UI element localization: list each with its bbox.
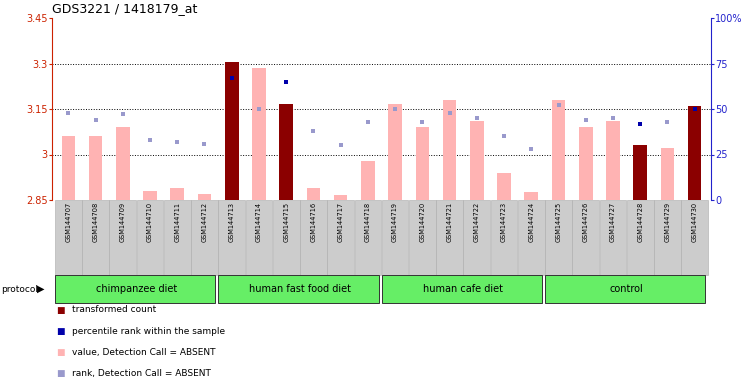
Bar [579, 127, 593, 200]
Bar [409, 200, 436, 275]
Text: transformed count: transformed count [72, 306, 156, 314]
Bar [164, 200, 191, 275]
Bar [137, 200, 164, 275]
Bar [470, 121, 484, 200]
Bar [388, 104, 402, 200]
Bar [273, 200, 300, 275]
Bar [219, 275, 379, 303]
Text: GSM144710: GSM144710 [147, 202, 153, 242]
Bar [545, 200, 572, 275]
Bar [654, 200, 680, 275]
Bar [354, 200, 382, 275]
Text: GSM144708: GSM144708 [92, 202, 98, 243]
Text: GSM144723: GSM144723 [501, 202, 507, 242]
Text: GSM144713: GSM144713 [229, 202, 235, 242]
Bar [572, 200, 599, 275]
Text: GSM144730: GSM144730 [692, 202, 698, 242]
Text: value, Detection Call = ABSENT: value, Detection Call = ABSENT [72, 348, 216, 357]
Bar [192, 200, 218, 275]
Bar [361, 161, 375, 200]
Text: GSM144718: GSM144718 [365, 202, 371, 242]
Bar [110, 200, 136, 275]
Text: ■: ■ [56, 348, 65, 357]
Bar [688, 106, 701, 200]
Text: GSM144724: GSM144724 [528, 202, 534, 243]
Bar [518, 200, 544, 275]
Text: GSM144715: GSM144715 [283, 202, 289, 242]
Text: protocol: protocol [2, 285, 38, 293]
Text: GSM144707: GSM144707 [65, 202, 71, 243]
Text: GSM144729: GSM144729 [665, 202, 671, 242]
Bar [306, 188, 320, 200]
Text: chimpanzee diet: chimpanzee diet [96, 284, 177, 294]
Text: GSM144712: GSM144712 [201, 202, 207, 242]
Bar [252, 68, 266, 200]
Bar [279, 104, 293, 200]
Text: rank, Detection Call = ABSENT: rank, Detection Call = ABSENT [72, 369, 211, 378]
Text: GSM144711: GSM144711 [174, 202, 180, 242]
Text: GDS3221 / 1418179_at: GDS3221 / 1418179_at [52, 2, 198, 15]
Bar [198, 194, 211, 200]
Text: GSM144722: GSM144722 [474, 202, 480, 243]
Bar [661, 149, 674, 200]
Bar [599, 200, 626, 275]
Bar [436, 200, 463, 275]
Bar [463, 200, 490, 275]
Text: ■: ■ [56, 369, 65, 378]
Bar [681, 200, 708, 275]
Text: GSM144716: GSM144716 [310, 202, 316, 242]
Text: human fast food diet: human fast food diet [249, 284, 351, 294]
Text: ■: ■ [56, 327, 65, 336]
Text: GSM144725: GSM144725 [556, 202, 562, 243]
Bar [246, 200, 273, 275]
Text: human cafe diet: human cafe diet [424, 284, 503, 294]
Bar [524, 192, 538, 200]
Bar [490, 200, 517, 275]
Bar [633, 146, 647, 200]
Text: GSM144721: GSM144721 [447, 202, 453, 242]
Bar [55, 275, 215, 303]
Bar [497, 173, 511, 200]
Text: ▶: ▶ [37, 284, 44, 294]
Bar [627, 200, 653, 275]
Bar [116, 127, 130, 200]
Text: GSM144717: GSM144717 [338, 202, 344, 242]
Bar [62, 136, 75, 200]
Bar [552, 100, 566, 200]
Text: GSM144709: GSM144709 [120, 202, 126, 242]
Bar [334, 195, 348, 200]
Text: GSM144726: GSM144726 [583, 202, 589, 243]
Bar [545, 275, 705, 303]
Bar [89, 136, 102, 200]
Bar [382, 200, 409, 275]
Text: GSM144728: GSM144728 [637, 202, 643, 243]
Bar [170, 188, 184, 200]
Text: GSM144719: GSM144719 [392, 202, 398, 242]
Bar [606, 121, 620, 200]
Text: ■: ■ [56, 306, 65, 314]
Bar [55, 200, 82, 275]
Text: GSM144727: GSM144727 [610, 202, 616, 243]
Bar [143, 191, 157, 200]
Bar [219, 200, 245, 275]
Bar [415, 127, 429, 200]
Text: control: control [610, 284, 644, 294]
Bar [443, 100, 457, 200]
Text: GSM144720: GSM144720 [419, 202, 425, 243]
Bar [225, 62, 239, 200]
Bar [327, 200, 354, 275]
Text: GSM144714: GSM144714 [256, 202, 262, 242]
Bar [82, 200, 109, 275]
Text: percentile rank within the sample: percentile rank within the sample [72, 327, 225, 336]
Bar [382, 275, 542, 303]
Bar [300, 200, 327, 275]
